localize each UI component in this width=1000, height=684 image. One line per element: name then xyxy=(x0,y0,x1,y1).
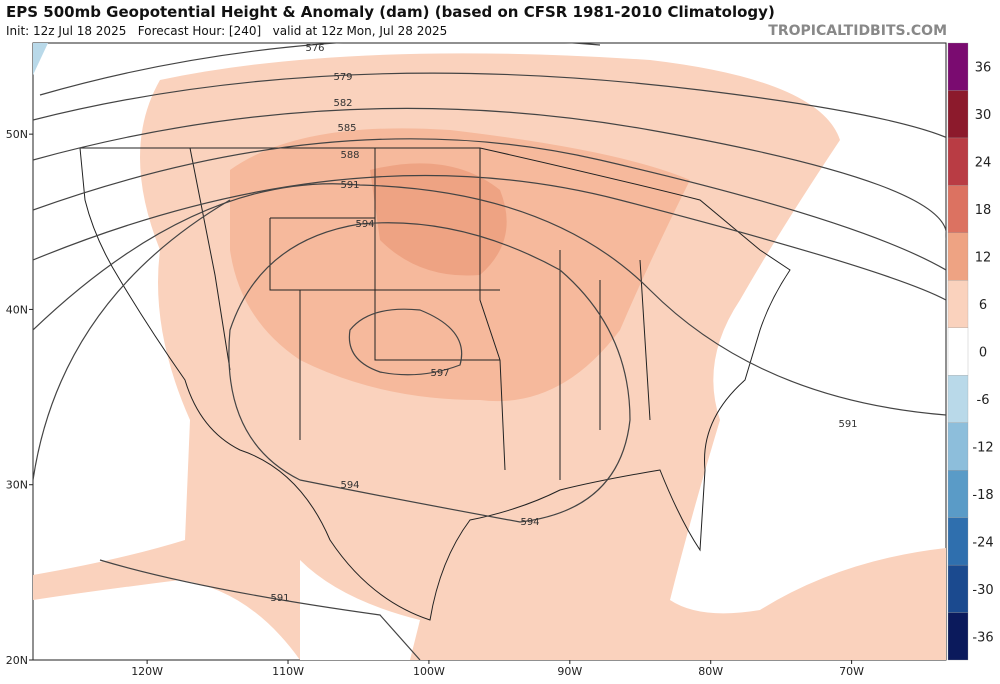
contour-label: 591 xyxy=(838,419,857,430)
lat-label: 30N xyxy=(6,479,28,492)
colorbar-label: 6 xyxy=(979,298,987,313)
colorbar-bin xyxy=(947,90,969,139)
colorbar-bin xyxy=(947,42,969,91)
us-outline xyxy=(79,147,791,621)
contour-label: 576 xyxy=(305,43,324,54)
title: EPS 500mb Geopotential Height & Anomaly … xyxy=(6,3,775,21)
colorbar-bin xyxy=(947,470,969,518)
colorbar-label: 30 xyxy=(975,108,992,123)
brand: TROPICALTIDBITS.COM xyxy=(768,23,947,39)
colorbar-label: 12 xyxy=(975,251,992,266)
contour-label: 597 xyxy=(430,368,449,379)
lon-label: 120W xyxy=(131,665,163,678)
colorbar-bin xyxy=(947,232,969,281)
colorbar-label: -12 xyxy=(972,440,993,455)
colorbar-label: -24 xyxy=(972,535,993,550)
colorbar-label: 18 xyxy=(975,203,992,218)
contour-label: 591 xyxy=(270,593,289,604)
colorbar-bin xyxy=(947,185,969,233)
contour-label: 591 xyxy=(340,180,359,191)
anomaly-0 xyxy=(300,560,420,660)
colorbar-bin xyxy=(947,327,969,376)
colorbar-label: 36 xyxy=(975,61,992,76)
colorbar-bin xyxy=(947,375,969,423)
lon-label: 70W xyxy=(839,665,864,678)
lon-label: 80W xyxy=(698,665,723,678)
colorbar-bin xyxy=(947,137,969,186)
colorbar-label: -18 xyxy=(972,488,993,503)
colorbar-label: -36 xyxy=(972,630,993,645)
colorbar-bin xyxy=(947,517,969,566)
anomaly-neg xyxy=(33,43,48,75)
contour-label: 594 xyxy=(355,219,374,230)
state-lines xyxy=(189,147,651,480)
lon-label: 90W xyxy=(557,665,582,678)
contour-label: 594 xyxy=(520,517,539,528)
subtitle: Init: 12z Jul 18 2025 Forecast Hour: [24… xyxy=(6,24,447,38)
lon-label: 110W xyxy=(272,665,304,678)
lat-label: 20N xyxy=(6,654,28,667)
colorbar-label: -30 xyxy=(972,583,993,598)
colorbar-bin xyxy=(947,280,969,328)
anomaly-12 xyxy=(370,163,507,276)
contour-label: 594 xyxy=(340,480,359,491)
contour-label: 582 xyxy=(333,98,352,109)
colorbar-label: 24 xyxy=(975,156,992,171)
colorbar-bin xyxy=(947,612,969,661)
colorbar-label: 0 xyxy=(979,346,987,361)
contour-label: 579 xyxy=(333,72,352,83)
lat-label: 50N xyxy=(6,128,28,141)
contour-label: 585 xyxy=(337,123,356,134)
colorbar-bin xyxy=(947,422,969,471)
lat-label: 40N xyxy=(6,303,28,316)
colorbar-bin xyxy=(947,564,969,613)
colorbar-label: -6 xyxy=(977,393,990,408)
contour-label: 588 xyxy=(340,150,359,161)
map: 576 579 582 585 588 591 594 597 594 594 … xyxy=(32,42,947,661)
lon-label: 100W xyxy=(413,665,445,678)
